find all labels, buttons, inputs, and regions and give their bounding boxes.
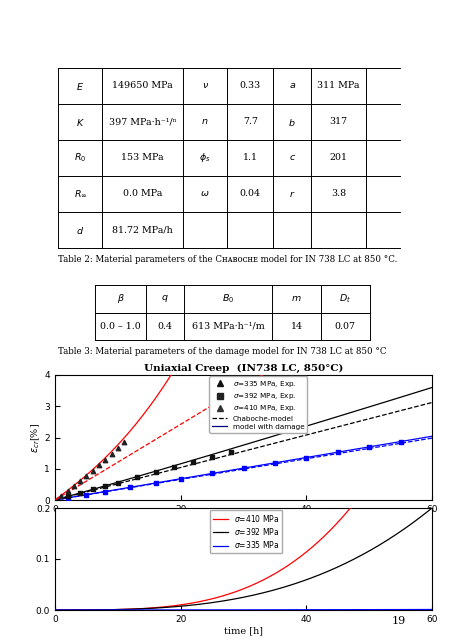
- Title: Uniaxial Creep  (IN738 LC, 850°C): Uniaxial Creep (IN738 LC, 850°C): [144, 364, 343, 373]
- Text: $B_0$: $B_0$: [222, 292, 235, 305]
- Point: [208, 468, 216, 479]
- Text: Table 3: Material parameters of the damage model for IN 738 LC at 850 °C: Table 3: Material parameters of the dama…: [58, 346, 386, 355]
- Point: [101, 481, 109, 491]
- Text: 149650 MPa: 149650 MPa: [112, 81, 173, 90]
- Text: 3.8: 3.8: [331, 189, 346, 198]
- Point: [120, 436, 128, 447]
- Point: [127, 482, 134, 492]
- Point: [83, 471, 90, 481]
- Point: [89, 466, 96, 476]
- Text: 317: 317: [329, 118, 347, 127]
- Text: 0.33: 0.33: [240, 81, 261, 90]
- Point: [108, 449, 115, 459]
- Text: 397 MPa·h⁻¹/ⁿ: 397 MPa·h⁻¹/ⁿ: [109, 118, 177, 127]
- Point: [227, 447, 235, 457]
- Text: $m$: $m$: [291, 294, 302, 303]
- Point: [64, 493, 71, 503]
- Text: 0.0 MPa: 0.0 MPa: [123, 189, 162, 198]
- Text: 153 MPa: 153 MPa: [121, 154, 164, 163]
- Point: [171, 462, 178, 472]
- Point: [240, 463, 247, 473]
- Text: 613 MPa·h⁻¹/m: 613 MPa·h⁻¹/m: [192, 322, 265, 331]
- Point: [397, 436, 404, 447]
- Point: [133, 472, 140, 483]
- Text: 0.07: 0.07: [335, 322, 356, 331]
- Point: [64, 491, 71, 501]
- Text: $\nu$: $\nu$: [202, 81, 208, 90]
- Point: [83, 490, 90, 500]
- Text: $E$: $E$: [76, 81, 84, 92]
- Text: 1.1: 1.1: [243, 154, 258, 163]
- Point: [89, 484, 96, 495]
- Point: [152, 478, 159, 488]
- Text: 0.0 – 1.0: 0.0 – 1.0: [100, 322, 141, 331]
- Point: [190, 457, 197, 467]
- Point: [77, 476, 84, 486]
- Text: $\beta$: $\beta$: [116, 292, 124, 305]
- X-axis label: time [h]: time [h]: [224, 627, 263, 636]
- Text: Table 2: Material parameters of the Cʜᴀʙᴏᴄʜᴇ model for IN 738 LC at 850 °C.: Table 2: Material parameters of the Cʜᴀʙ…: [58, 255, 397, 264]
- Text: $r$: $r$: [289, 189, 295, 199]
- Legend: $\sigma$=335 MPa, Exp., $\sigma$=392 MPa, Exp., $\sigma$=410 MPa, Exp., Chaboche: $\sigma$=335 MPa, Exp., $\sigma$=392 MPa…: [209, 376, 307, 433]
- Point: [96, 460, 103, 470]
- Point: [64, 486, 71, 496]
- Point: [101, 486, 109, 497]
- Point: [152, 467, 159, 477]
- Point: [177, 474, 184, 484]
- Text: 0.04: 0.04: [240, 189, 261, 198]
- Point: [114, 443, 121, 453]
- Text: $c$: $c$: [289, 154, 296, 163]
- Point: [271, 458, 279, 468]
- Text: 311 MPa: 311 MPa: [317, 81, 360, 90]
- Text: $n$: $n$: [202, 118, 209, 127]
- Text: 81.72 MPa/h: 81.72 MPa/h: [112, 225, 173, 234]
- Text: $D_t$: $D_t$: [339, 292, 352, 305]
- Text: $\omega$: $\omega$: [200, 189, 210, 198]
- Text: $q$: $q$: [161, 293, 169, 304]
- Text: $\phi_s$: $\phi_s$: [199, 152, 211, 164]
- Text: $d$: $d$: [76, 225, 84, 236]
- Text: $R_0$: $R_0$: [74, 152, 87, 164]
- Legend: $\sigma$=410 MPa, $\sigma$=392 MPa, $\sigma$=335 MPa: $\sigma$=410 MPa, $\sigma$=392 MPa, $\si…: [210, 510, 283, 554]
- Text: 201: 201: [329, 154, 347, 163]
- Point: [77, 488, 84, 498]
- Text: $R_\infty$: $R_\infty$: [73, 189, 87, 199]
- Text: 0.4: 0.4: [158, 322, 173, 331]
- Point: [208, 452, 216, 462]
- Y-axis label: $\varepsilon_{cr}$[%]: $\varepsilon_{cr}$[%]: [29, 422, 42, 452]
- Point: [334, 447, 342, 458]
- Text: 7.7: 7.7: [243, 118, 258, 127]
- Text: 14: 14: [290, 322, 303, 331]
- Text: $K$: $K$: [76, 116, 85, 127]
- Point: [58, 490, 65, 500]
- Point: [303, 452, 310, 463]
- Text: 19: 19: [391, 616, 406, 626]
- X-axis label: time [h]: time [h]: [224, 516, 263, 525]
- Point: [70, 481, 77, 492]
- Text: $a$: $a$: [289, 81, 296, 90]
- Point: [101, 454, 109, 465]
- Point: [114, 477, 121, 488]
- Point: [366, 442, 373, 452]
- Text: $b$: $b$: [289, 116, 296, 127]
